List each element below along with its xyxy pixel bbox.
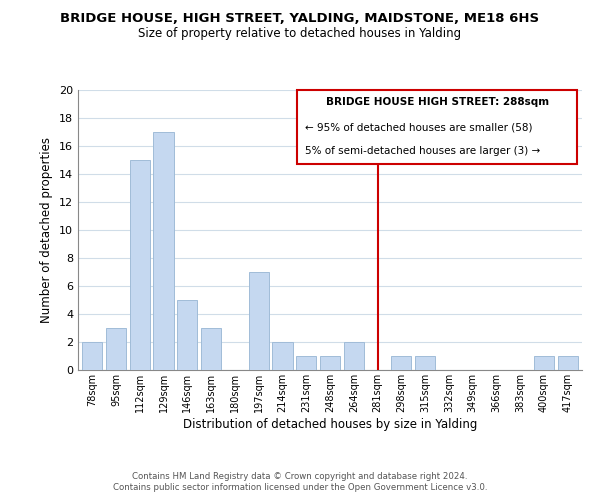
Y-axis label: Number of detached properties: Number of detached properties — [40, 137, 53, 323]
Bar — [272, 342, 293, 370]
Bar — [320, 356, 340, 370]
Text: BRIDGE HOUSE HIGH STREET: 288sqm: BRIDGE HOUSE HIGH STREET: 288sqm — [326, 97, 548, 107]
Bar — [177, 300, 197, 370]
Bar — [391, 356, 412, 370]
Bar — [344, 342, 364, 370]
Bar — [557, 356, 578, 370]
Bar — [130, 160, 150, 370]
Bar — [534, 356, 554, 370]
Bar — [296, 356, 316, 370]
Text: Contains HM Land Registry data © Crown copyright and database right 2024.: Contains HM Land Registry data © Crown c… — [132, 472, 468, 481]
Bar — [415, 356, 435, 370]
Bar — [201, 328, 221, 370]
FancyBboxPatch shape — [297, 90, 577, 164]
Text: ← 95% of detached houses are smaller (58): ← 95% of detached houses are smaller (58… — [305, 122, 532, 132]
Text: BRIDGE HOUSE, HIGH STREET, YALDING, MAIDSTONE, ME18 6HS: BRIDGE HOUSE, HIGH STREET, YALDING, MAID… — [61, 12, 539, 26]
Bar — [248, 272, 269, 370]
X-axis label: Distribution of detached houses by size in Yalding: Distribution of detached houses by size … — [183, 418, 477, 430]
Bar — [82, 342, 103, 370]
Bar — [106, 328, 126, 370]
Text: Contains public sector information licensed under the Open Government Licence v3: Contains public sector information licen… — [113, 484, 487, 492]
Text: 5% of semi-detached houses are larger (3) →: 5% of semi-detached houses are larger (3… — [305, 146, 540, 156]
Text: Size of property relative to detached houses in Yalding: Size of property relative to detached ho… — [139, 28, 461, 40]
Bar — [154, 132, 173, 370]
